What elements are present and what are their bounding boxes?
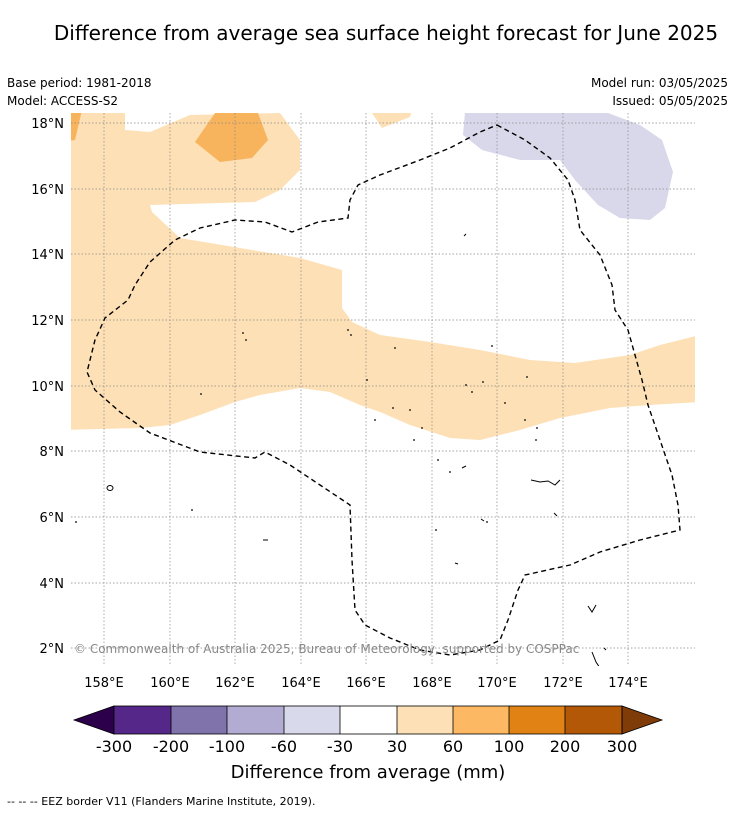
lon-label: 170°E bbox=[477, 676, 517, 691]
colorbar-segment bbox=[114, 706, 171, 734]
colorbar-segment bbox=[227, 706, 284, 734]
anomaly-region-30-60 bbox=[71, 113, 695, 440]
lat-label: 14°N bbox=[31, 248, 64, 263]
colorbar-tick: -30 bbox=[327, 737, 353, 756]
lat-label: 16°N bbox=[31, 183, 64, 198]
colorbar-tick: 100 bbox=[494, 737, 525, 756]
base-period: Base period: 1981-2018 bbox=[7, 76, 152, 90]
islands bbox=[106, 233, 607, 666]
colorbar-label: Difference from average (mm) bbox=[231, 762, 506, 783]
colorbar-segment bbox=[397, 706, 453, 734]
lat-label: 12°N bbox=[31, 314, 64, 329]
colorbar-segment bbox=[565, 706, 622, 734]
colorbar bbox=[72, 705, 664, 735]
model-run: Model run: 03/05/2025 bbox=[590, 76, 728, 90]
colorbar-segment bbox=[171, 706, 227, 734]
anomaly-region-60-100 bbox=[195, 113, 268, 162]
colorbar-low-arrow bbox=[72, 705, 115, 735]
eez-legend-note: -- -- -- EEZ border V11 (Flanders Marine… bbox=[7, 795, 316, 808]
colorbar-tick: 200 bbox=[550, 737, 581, 756]
lon-label: 174°E bbox=[608, 676, 648, 691]
colorbar-tick: 60 bbox=[443, 737, 463, 756]
atoll-dots bbox=[75, 329, 538, 531]
lat-label: 6°N bbox=[40, 511, 65, 526]
lat-labels: 18°N 16°N 14°N 12°N 10°N 8°N 6°N 4°N 2°N bbox=[31, 117, 64, 657]
lat-label: 4°N bbox=[40, 577, 65, 592]
anomaly-region-60-100-edge bbox=[71, 113, 82, 141]
lon-label: 160°E bbox=[150, 676, 190, 691]
right-info: Model run: 03/05/2025 Issued: 05/05/2025 bbox=[591, 74, 728, 110]
colorbar-segment bbox=[340, 706, 397, 734]
colorbar-tick: 300 bbox=[607, 737, 638, 756]
anomaly-region-minus60-minus30 bbox=[463, 113, 673, 220]
colorbar-tick: -300 bbox=[96, 737, 132, 756]
left-info: Base period: 1981-2018 Model: ACCESS-S2 bbox=[7, 74, 152, 110]
lon-label: 162°E bbox=[215, 676, 255, 691]
anomaly-region-30-60-top bbox=[372, 113, 412, 128]
colorbar-high-arrow bbox=[621, 705, 664, 735]
lat-label: 2°N bbox=[40, 642, 65, 657]
colorbar-tick: -60 bbox=[271, 737, 297, 756]
colorbar-tick: -100 bbox=[209, 737, 245, 756]
colorbar-segment bbox=[453, 706, 509, 734]
colorbar-segment bbox=[284, 706, 340, 734]
lon-label: 158°E bbox=[84, 676, 124, 691]
lon-labels: 158°E 160°E 162°E 164°E 166°E 168°E 170°… bbox=[84, 676, 648, 691]
lon-label: 168°E bbox=[412, 676, 452, 691]
lon-label: 164°E bbox=[281, 676, 321, 691]
lon-label: 172°E bbox=[543, 676, 583, 691]
issued-date: Issued: 05/05/2025 bbox=[612, 94, 728, 108]
colorbar-tick: 30 bbox=[387, 737, 407, 756]
model-name: Model: ACCESS-S2 bbox=[7, 94, 119, 108]
lat-label: 10°N bbox=[31, 380, 64, 395]
gridlines bbox=[71, 113, 695, 666]
lon-label: 166°E bbox=[346, 676, 386, 691]
map-title: Difference from average sea surface heig… bbox=[53, 21, 719, 45]
colorbar-segment bbox=[509, 706, 565, 734]
copyright-text: © Commonwealth of Australia 2025, Bureau… bbox=[74, 642, 579, 656]
colorbar-tick: -200 bbox=[153, 737, 189, 756]
map-area bbox=[71, 113, 695, 666]
lat-label: 8°N bbox=[40, 445, 65, 460]
colorbar-ticks: -300 -200 -100 -60 -30 30 60 100 200 300 bbox=[96, 737, 637, 756]
lat-label: 18°N bbox=[31, 117, 64, 132]
eez-border bbox=[86, 124, 681, 656]
